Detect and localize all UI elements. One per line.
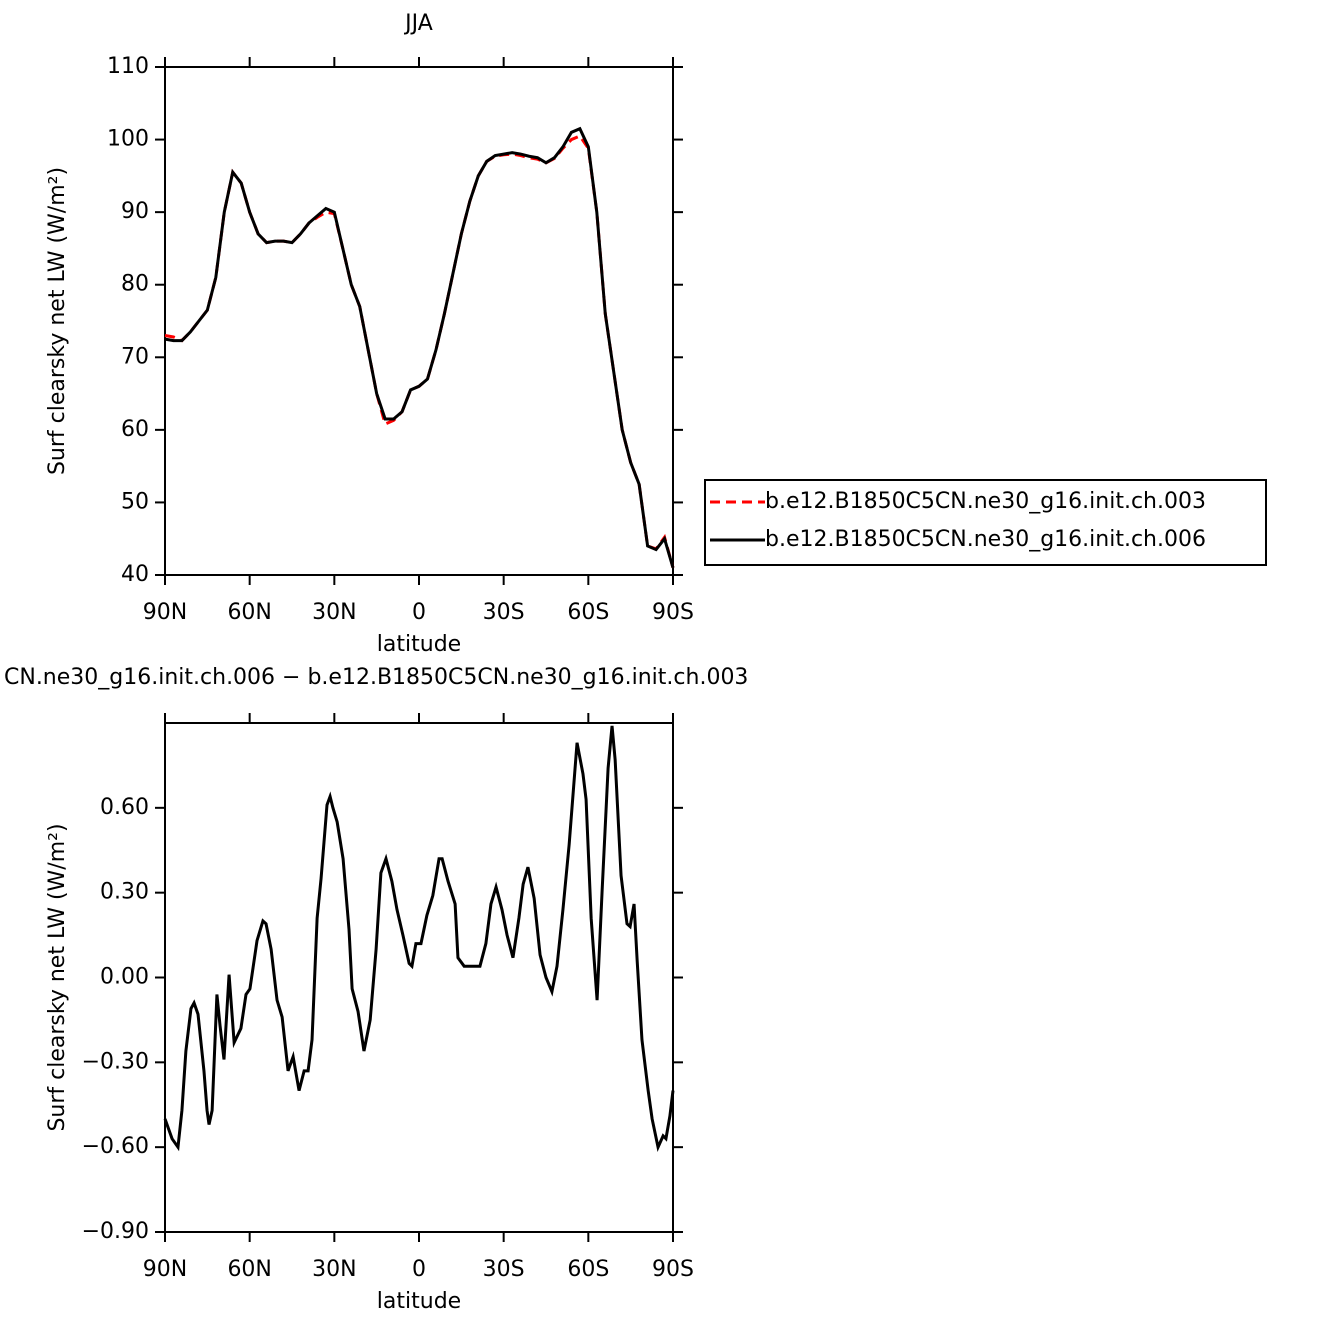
x-tick-label: 90N — [143, 600, 187, 625]
x-tick-label: 60S — [567, 600, 609, 625]
y-tick-label: −0.30 — [82, 1049, 149, 1074]
x-axis-label: latitude — [377, 1289, 461, 1314]
y-tick-label: 100 — [107, 127, 149, 152]
y-tick-label: 80 — [121, 272, 149, 297]
x-tick-label: 30S — [483, 1257, 525, 1282]
legend-box — [704, 479, 1267, 566]
y-tick-label: 0.30 — [100, 880, 149, 905]
chart-title: JJA — [403, 11, 433, 36]
x-tick-label: 30N — [312, 1257, 356, 1282]
y-tick-label: 50 — [121, 489, 149, 514]
y-tick-label: 110 — [107, 54, 149, 79]
legend-label: b.e12.B1850C5CN.ne30_g16.init.ch.006 — [765, 527, 1206, 552]
x-tick-label: 90S — [652, 1257, 694, 1282]
chart-title: CN.ne30_g16.init.ch.006 − b.e12.B1850C5C… — [4, 665, 748, 690]
x-tick-label: 60S — [567, 1257, 609, 1282]
plot-frame — [164, 66, 674, 576]
y-tick-label: 0.00 — [100, 965, 149, 990]
y-tick-label: 0.60 — [100, 795, 149, 820]
y-tick-label: −0.90 — [82, 1219, 149, 1244]
x-tick-label: 0 — [412, 600, 426, 625]
data-line — [163, 725, 675, 1152]
x-tick-label: 60N — [227, 600, 271, 625]
data-line — [164, 126, 675, 569]
x-axis-label: latitude — [377, 632, 461, 657]
y-tick-label: −0.60 — [82, 1134, 149, 1159]
x-tick-label: 90S — [652, 600, 694, 625]
y-axis-label: Surf clearsky net LW (W/m²) — [45, 167, 70, 475]
x-tick-label: 90N — [143, 1257, 187, 1282]
y-tick-label: 90 — [121, 199, 149, 224]
y-tick-label: 70 — [121, 344, 149, 369]
y-tick-label: 60 — [121, 417, 149, 442]
x-tick-label: 30N — [312, 600, 356, 625]
x-tick-label: 30S — [483, 600, 525, 625]
plot-frame — [164, 722, 674, 1233]
x-tick-label: 60N — [227, 1257, 271, 1282]
x-tick-label: 0 — [412, 1257, 426, 1282]
legend-label: b.e12.B1850C5CN.ne30_g16.init.ch.003 — [765, 489, 1206, 514]
y-axis-label: Surf clearsky net LW (W/m²) — [45, 823, 70, 1131]
y-tick-label: 40 — [121, 562, 149, 587]
